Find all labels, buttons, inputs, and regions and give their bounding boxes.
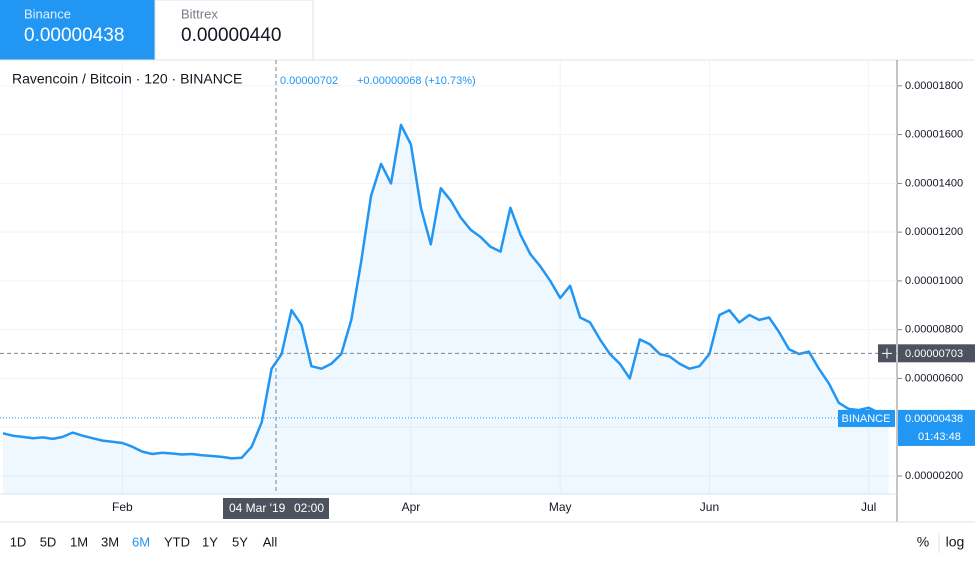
tab-active[interactable]: [0, 0, 155, 60]
range-button[interactable]: 1M: [70, 534, 88, 549]
y-tick-label: 0.00000200: [905, 470, 963, 482]
y-tick-label: 0.00001200: [905, 226, 963, 238]
x-tick-label: Jun: [700, 500, 719, 514]
price-badge: [898, 409, 975, 446]
price-badge-label: 0.00000438: [905, 413, 963, 425]
y-tick-label: 0.00000600: [905, 372, 963, 384]
countdown: 01:43:48: [918, 431, 961, 443]
tab-price: 0.00000438: [24, 25, 124, 46]
y-tick-label: 0.00000800: [905, 324, 963, 336]
range-button[interactable]: 5D: [40, 534, 57, 549]
x-tick-label: Jul: [861, 500, 876, 514]
range-button[interactable]: 6M: [132, 534, 150, 549]
x-tick-label: May: [549, 500, 572, 514]
chart-title: Ravencoin / Bitcoin · 120 · BINANCE: [12, 71, 242, 87]
range-button[interactable]: 1Y: [202, 534, 218, 549]
option-button[interactable]: log: [946, 534, 965, 550]
plot: 0.000002000.000004000.000006000.00000800…: [0, 60, 963, 514]
crosshair-price-badge: [898, 344, 975, 363]
range-button[interactable]: 1D: [10, 534, 27, 549]
x-tick-label: Apr: [402, 500, 421, 514]
area-fill: [3, 124, 889, 495]
range-button[interactable]: All: [263, 534, 278, 549]
crosshair-price: 0.00000703: [905, 348, 963, 360]
overlay: BINANCE 0.00000438 01:43:48 0.00000703 04 Ma…: [0, 60, 975, 519]
y-tick-label: 0.00001800: [905, 80, 963, 92]
range-button[interactable]: 5Y: [232, 534, 248, 549]
range-button[interactable]: 3M: [101, 534, 119, 549]
tab[interactable]: [154, 0, 314, 61]
y-tick-label: 0.00001400: [905, 177, 963, 189]
tab-price: 0.00000440: [181, 25, 281, 46]
tab-name: Bittrex: [181, 6, 218, 21]
price-line: [2, 123, 890, 460]
exchange-badge: [838, 409, 895, 427]
range-button[interactable]: YTD: [164, 534, 190, 549]
plus-icon: [882, 348, 892, 359]
crosshair-date: 04 Mar '19: [229, 501, 286, 515]
y-tick-label: 0.00001600: [905, 129, 963, 141]
tab-name: Binance: [24, 6, 71, 21]
y-tick-label: 0.00001000: [905, 275, 963, 287]
crosshair-time-badge: [223, 498, 329, 519]
option-button[interactable]: %: [917, 534, 929, 550]
crosshair-hour: 02:00: [294, 501, 324, 515]
legend-change: +0.00000068 (+10.73%): [357, 75, 476, 87]
legend-price: 0.00000702: [280, 75, 338, 87]
exchange-label: BINANCE: [842, 413, 891, 425]
x-tick-label: Feb: [112, 500, 133, 514]
